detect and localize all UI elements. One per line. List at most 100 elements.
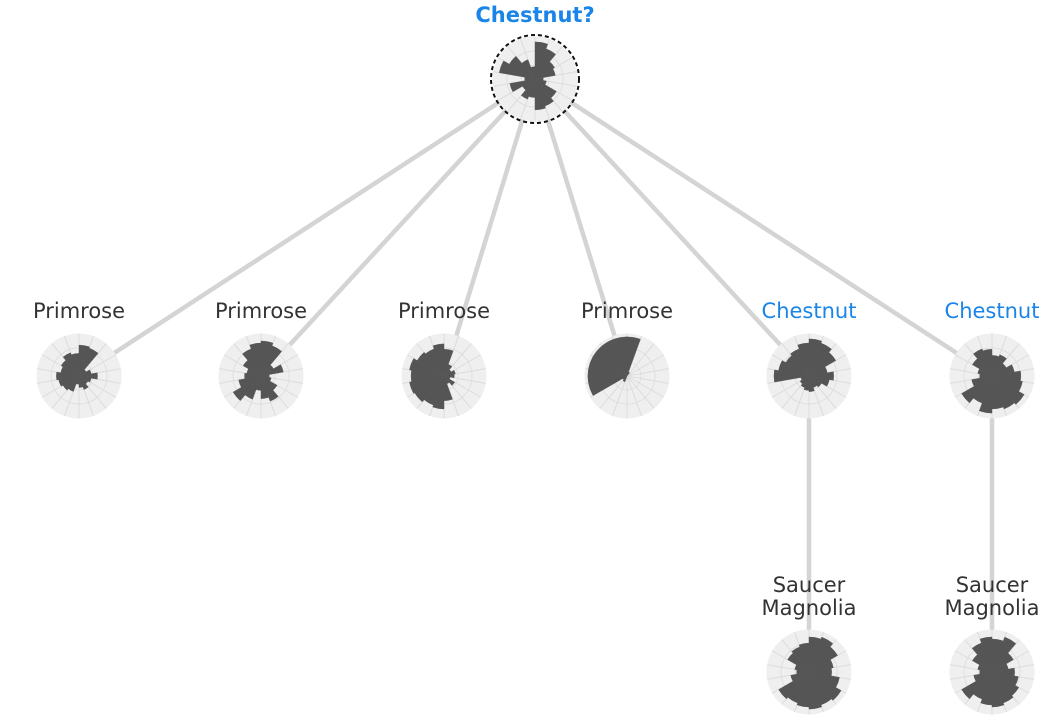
glyph-spoke xyxy=(626,343,655,377)
node-label: Saucer xyxy=(773,573,846,597)
glyph-petal xyxy=(56,371,80,381)
glyph-petal xyxy=(973,671,993,682)
glyph-petal xyxy=(979,636,993,673)
glyph-petal xyxy=(432,343,445,377)
glyph-petal xyxy=(509,78,536,93)
rose-glyph xyxy=(766,629,852,715)
glyph-petal xyxy=(808,671,822,710)
glyph-petal xyxy=(991,636,1017,673)
rose-glyph xyxy=(490,34,580,124)
glyph-petal xyxy=(78,375,84,388)
glyph-petal xyxy=(521,59,536,80)
glyph-spoke xyxy=(611,375,628,417)
glyph-petal xyxy=(991,354,1007,377)
glyph-petal xyxy=(613,336,628,377)
glyph-petal xyxy=(260,364,284,377)
glyph-petal xyxy=(971,375,993,387)
glyph-petal xyxy=(530,66,536,80)
nodes: Chestnut? Primrose Primrose Primrose Primros… xyxy=(33,3,1040,715)
glyph-petal xyxy=(520,78,536,100)
glyph-petal xyxy=(443,375,455,386)
glyph-petal xyxy=(416,352,445,377)
glyph-petal xyxy=(626,371,630,377)
edge-root-n6 xyxy=(533,77,994,378)
node-n5[interactable]: Chestnut xyxy=(762,299,857,419)
rose-glyph xyxy=(401,333,487,419)
glyph-petal xyxy=(509,55,536,80)
glyph-petal xyxy=(808,375,822,388)
glyph-petal xyxy=(991,652,1014,673)
glyph-petal xyxy=(808,375,815,392)
node-label: Primrose xyxy=(398,299,490,323)
node-n4[interactable]: Primrose xyxy=(581,299,673,419)
glyph-petal xyxy=(70,353,80,377)
glyph-petal xyxy=(534,78,546,111)
rose-glyph xyxy=(36,333,122,419)
edge-root-n5 xyxy=(533,77,811,378)
glyph-petal xyxy=(773,369,810,383)
glyph-petal xyxy=(78,347,99,377)
rose-glyph xyxy=(949,629,1035,715)
glyph-petal xyxy=(78,372,98,380)
glyph-petal xyxy=(232,375,262,401)
glyph-petal xyxy=(443,373,455,379)
glyph-petal xyxy=(808,659,834,673)
glyph-petal xyxy=(991,375,1015,410)
node-root[interactable]: Chestnut? xyxy=(475,3,595,124)
glyph-petal xyxy=(443,369,456,377)
glyph-petal xyxy=(808,342,832,377)
edge-root-n3 xyxy=(441,78,538,377)
node-label: Chestnut? xyxy=(475,3,594,27)
glyph-petal xyxy=(808,371,834,381)
glyph-petal xyxy=(991,375,1025,405)
node-n3[interactable]: Primrose xyxy=(398,299,490,419)
glyph-petal xyxy=(534,48,556,80)
glyph-petal xyxy=(982,348,993,377)
glyph-petal xyxy=(961,375,993,404)
edge-root-n2 xyxy=(259,77,537,378)
query-ring xyxy=(490,34,580,124)
node-label: Primrose xyxy=(581,299,673,323)
node-label: Chestnut xyxy=(762,299,857,323)
glyph-petal xyxy=(499,60,536,80)
glyph-petal xyxy=(238,375,262,388)
node-label: Primrose xyxy=(33,299,125,323)
glyph-petal xyxy=(778,360,810,377)
node-label: Primrose xyxy=(215,299,307,323)
glyph-spoke xyxy=(626,375,655,409)
node-n6[interactable]: Chestnut xyxy=(945,299,1040,419)
glyph-petal xyxy=(808,646,838,673)
node-label: Chestnut xyxy=(945,299,1040,323)
glyph-petal xyxy=(790,671,810,682)
glyph-petal xyxy=(409,375,445,394)
edge-root-n1 xyxy=(77,77,537,378)
rose-glyph xyxy=(949,333,1035,419)
edge-root-n4 xyxy=(532,78,630,377)
glyph-petal xyxy=(973,348,993,377)
glyph-spoke xyxy=(626,354,665,377)
glyph-petal xyxy=(797,342,810,377)
glyph-petal xyxy=(409,358,445,377)
node-label: Magnolia xyxy=(944,596,1039,620)
glyph-spoke xyxy=(626,375,665,398)
glyph-petal xyxy=(800,375,810,388)
glyph-petal xyxy=(961,671,993,700)
node-n2[interactable]: Primrose xyxy=(215,299,307,419)
glyph-petal xyxy=(62,352,80,377)
rose-glyph xyxy=(766,333,852,419)
glyph-petal xyxy=(78,375,89,390)
glyph-petal xyxy=(799,375,810,385)
node-label: Magnolia xyxy=(761,596,856,620)
rose-glyph xyxy=(218,333,304,419)
edges xyxy=(77,77,995,672)
glyph-petal xyxy=(249,342,262,377)
glyph-petal xyxy=(808,671,842,701)
glyph-petal xyxy=(808,352,837,377)
node-n1[interactable]: Primrose xyxy=(33,299,125,419)
glyph-petal xyxy=(778,671,810,700)
glyph-petal xyxy=(808,375,830,387)
glyph-spoke xyxy=(626,375,643,417)
